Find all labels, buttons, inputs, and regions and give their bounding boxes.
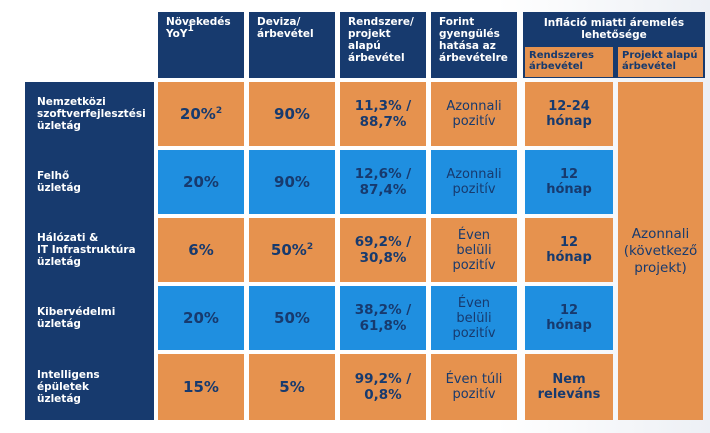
header-fx: Deviza/ árbevétel	[249, 12, 335, 78]
fx-value: 90%	[274, 172, 310, 191]
header-inflation-label: Infláció miatti áremelés lehetősége	[543, 17, 685, 41]
forint-value: Éven belüli pozitív	[452, 227, 496, 273]
row-label-text: Intelligens épületek üzletág	[37, 369, 100, 405]
cell-fx: 5%	[249, 354, 335, 420]
split-value: 99,2% / 0,8%	[354, 371, 412, 403]
cell-split: 69,2% / 30,8%	[340, 218, 426, 282]
cell-forint: Éven túli pozitív	[431, 354, 517, 420]
cell-recurring: 12 hónap	[525, 286, 613, 350]
header-growth: Növekedés YoY1	[158, 12, 244, 78]
subheader-recurring: Rendszeres árbevétel	[525, 47, 613, 77]
row-label-cyber: Kibervédelmi üzletág	[25, 286, 154, 350]
header-split-label: Rendszere/ projekt alapú árbevétel	[348, 16, 414, 64]
recurring-value: Nem releváns	[537, 372, 601, 402]
fx-value: 50%	[270, 240, 307, 259]
recurring-value: 12 hónap	[546, 303, 592, 333]
split-value: 11,3% / 88,7%	[354, 98, 412, 130]
row-label-text: Felhő üzletág	[37, 170, 81, 194]
header-split: Rendszere/ projekt alapú árbevétel	[340, 12, 426, 78]
subheader-recurring-label: Rendszeres árbevétel	[529, 50, 594, 72]
fx-value: 50%	[274, 308, 310, 327]
split-value: 69,2% / 30,8%	[354, 234, 412, 266]
cell-recurring: 12 hónap	[525, 150, 613, 214]
cell-forint: Azonnali pozitív	[431, 150, 517, 214]
fx-value: 5%	[279, 377, 305, 396]
growth-value: 20%	[183, 172, 219, 191]
cell-forint: Éven belüli pozitív	[431, 286, 517, 350]
header-forint-label: Forint gyengülés hatása az árbevételre	[439, 16, 508, 64]
cell-forint: Éven belüli pozitív	[431, 218, 517, 282]
forint-value: Azonnali pozitív	[446, 167, 502, 197]
project-value: Azonnali (következő projekt)	[623, 225, 698, 276]
subheader-project-label: Projekt alapú árbevétel	[622, 50, 698, 72]
split-value: 38,2% / 61,8%	[354, 302, 412, 334]
row-label-text: Hálózati & IT Infrastruktúra üzletág	[37, 232, 136, 268]
growth-value: 6%	[188, 240, 214, 259]
forint-value: Éven túli pozitív	[445, 372, 503, 402]
forint-value: Éven belüli pozitív	[452, 295, 496, 341]
subheader-project: Projekt alapú árbevétel	[618, 47, 703, 77]
growth-value: 20%	[179, 104, 216, 123]
cell-fx: 90%	[249, 82, 335, 146]
cell-recurring: 12 hónap	[525, 218, 613, 282]
row-label-text: Nemzetközi szoftverfejlesztési üzletág	[37, 96, 146, 132]
recurring-value: 12 hónap	[546, 167, 592, 197]
fx-footnote: 2	[306, 241, 314, 252]
cell-split: 38,2% / 61,8%	[340, 286, 426, 350]
cell-growth: 20%	[158, 150, 244, 214]
cell-fx: 90%	[249, 150, 335, 214]
row-label-network: Hálózati & IT Infrastruktúra üzletág	[25, 218, 154, 282]
fx-value: 90%	[274, 104, 310, 123]
header-forint: Forint gyengülés hatása az árbevételre	[431, 12, 517, 78]
header-fx-label: Deviza/ árbevétel	[257, 16, 314, 40]
growth-value: 20%	[183, 308, 219, 327]
cell-split: 12,6% / 87,4%	[340, 150, 426, 214]
cell-recurring: 12-24 hónap	[525, 82, 613, 146]
cell-split: 11,3% / 88,7%	[340, 82, 426, 146]
header-growth-label: Növekedés YoY	[166, 16, 231, 40]
recurring-value: 12-24 hónap	[546, 99, 592, 129]
growth-value: 15%	[183, 377, 219, 396]
cell-fx: 50%2	[249, 218, 335, 282]
cell-growth: 15%	[158, 354, 244, 420]
cell-growth: 20%	[158, 286, 244, 350]
row-label-column	[25, 82, 154, 420]
cell-forint: Azonnali pozitív	[431, 82, 517, 146]
header-growth-footnote: 1	[187, 24, 194, 34]
cell-recurring: Nem releváns	[525, 354, 613, 420]
row-label-text: Kibervédelmi üzletág	[37, 306, 116, 330]
recurring-value: 12 hónap	[546, 235, 592, 265]
cell-growth: 20%2	[158, 82, 244, 146]
row-label-software: Nemzetközi szoftverfejlesztési üzletág	[25, 82, 154, 146]
row-label-smart-buildings: Intelligens épületek üzletág	[25, 354, 154, 420]
split-value: 12,6% / 87,4%	[354, 166, 412, 198]
cell-split: 99,2% / 0,8%	[340, 354, 426, 420]
growth-footnote: 2	[215, 105, 223, 116]
cell-growth: 6%	[158, 218, 244, 282]
cell-project-merged: Azonnali (következő projekt)	[618, 82, 703, 420]
row-label-cloud: Felhő üzletág	[25, 150, 154, 214]
cell-fx: 50%	[249, 286, 335, 350]
forint-value: Azonnali pozitív	[446, 99, 502, 129]
